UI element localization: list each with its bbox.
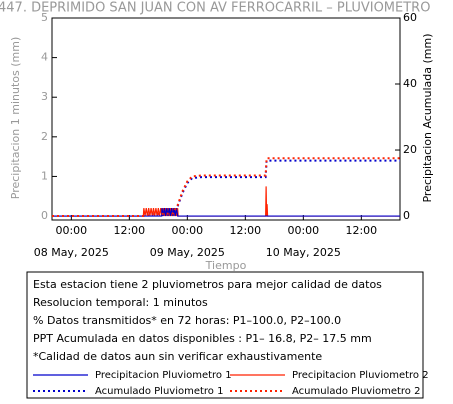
- note: % Datos transmitidos* en 72 horas: P1–10…: [33, 314, 341, 327]
- y-tick-label: 1: [41, 169, 48, 182]
- cumulative-line: [52, 157, 400, 218]
- y2-tick-label: 60: [403, 11, 417, 24]
- y2-tick-label: 20: [403, 143, 417, 156]
- y2-tick-label: 0: [403, 209, 410, 222]
- x-axis-label: Tiempo: [205, 259, 247, 272]
- chart-title: 447. DEPRIMIDO SAN JUAN CON AV FERROCARR…: [0, 1, 430, 16]
- y-tick-label: 4: [41, 51, 48, 64]
- x-tick-label: 00:00: [171, 224, 203, 237]
- x-tick-label: 00:00: [55, 224, 87, 237]
- y2-axis-label: Precipitacion Acumulada (mm): [421, 33, 434, 202]
- precip-line: [52, 186, 400, 217]
- date-label: 10 May, 2025: [266, 246, 341, 259]
- legend-label: Precipitacion Pluviometro 1: [95, 370, 232, 381]
- x-tick-label: 12:00: [229, 224, 261, 237]
- precip-line: [52, 208, 400, 217]
- info-box: [26, 271, 424, 399]
- x-tick-label: 12:00: [345, 224, 377, 237]
- y2-tick-label: 40: [403, 77, 417, 90]
- y-tick-label: 3: [41, 90, 48, 103]
- date-label: 09 May, 2025: [150, 246, 225, 259]
- x-tick-label: 12:00: [113, 224, 145, 237]
- y-axis-label: Precipitacion 1 minutos (mm): [9, 37, 22, 199]
- x-tick-label: 00:00: [287, 224, 319, 237]
- note: Resolucion temporal: 1 minutos: [33, 296, 208, 309]
- legend-label: Acumulado Pluviometro 1: [95, 386, 223, 397]
- cumulative-line: [52, 159, 400, 218]
- legend-label: Acumulado Pluviometro 2: [292, 386, 420, 397]
- date-label: 08 May, 2025: [34, 246, 109, 259]
- y-tick-label: 5: [41, 11, 48, 24]
- note: PPT Acumulada en datos disponibles : P1–…: [33, 332, 372, 345]
- note: *Calidad de datos aun sin verificar exha…: [33, 350, 322, 363]
- y-tick-label: 0: [41, 209, 48, 222]
- plot-frame: [51, 17, 401, 221]
- note: Esta estacion tiene 2 pluviometros para …: [33, 278, 382, 291]
- legend-label: Precipitacion Pluviometro 2: [292, 370, 429, 381]
- y-tick-label: 2: [41, 130, 48, 143]
